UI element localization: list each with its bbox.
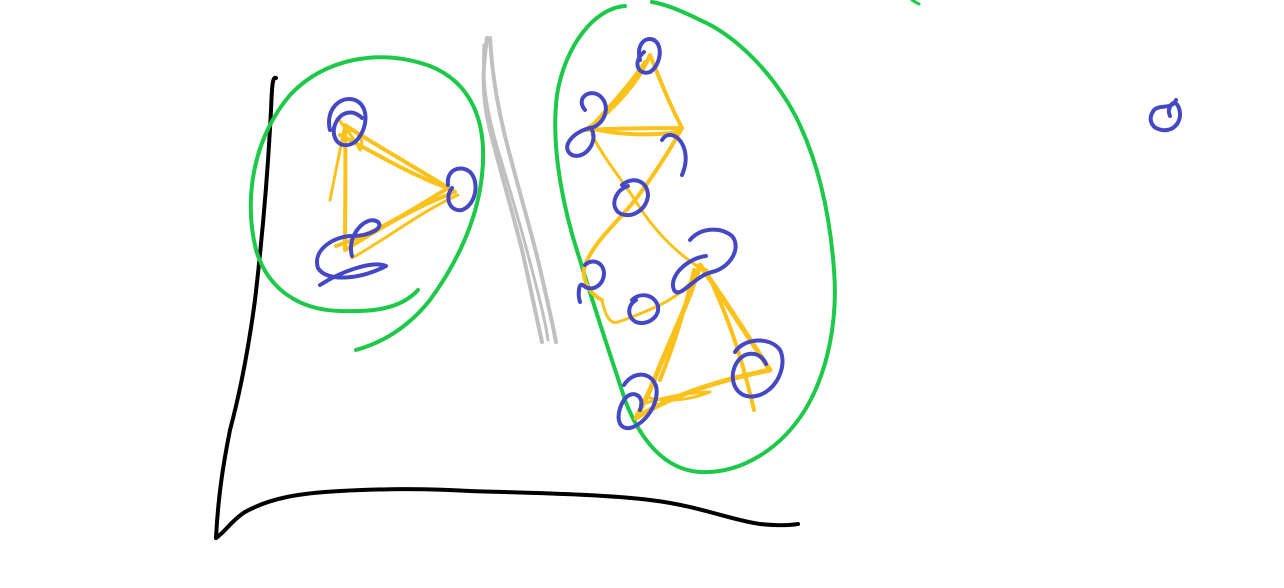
node	[730, 338, 785, 399]
right-cluster	[553, 0, 921, 475]
cluster-edge	[633, 262, 773, 421]
node	[576, 259, 606, 304]
node	[565, 91, 608, 158]
separator-strokes	[481, 36, 558, 344]
x-axis-line	[214, 487, 800, 540]
cluster-outline	[248, 55, 486, 352]
outlier-node	[1148, 98, 1182, 133]
separator-stroke	[481, 36, 544, 344]
cluster-edge	[583, 53, 684, 132]
node	[612, 178, 650, 218]
node	[660, 132, 688, 177]
cluster-edge	[334, 133, 450, 248]
cluster-edge	[350, 193, 460, 260]
cluster-edge	[581, 126, 684, 302]
left-cluster	[248, 55, 486, 352]
node	[627, 293, 661, 325]
cluster-edge	[328, 116, 364, 202]
outlier	[1148, 98, 1182, 133]
node	[635, 37, 662, 75]
node	[616, 372, 659, 431]
node	[670, 227, 738, 295]
cluster-edge	[590, 133, 702, 270]
axes	[214, 75, 800, 540]
y-axis-line	[214, 75, 278, 540]
node	[445, 166, 478, 213]
separator-stroke	[488, 36, 558, 344]
node	[315, 218, 388, 287]
separator-stroke	[482, 43, 550, 342]
cluster-edge	[704, 268, 756, 412]
node	[327, 97, 368, 148]
cluster-outline	[910, 0, 921, 6]
cluster-outline	[553, 0, 837, 475]
cluster-edge	[638, 390, 712, 407]
